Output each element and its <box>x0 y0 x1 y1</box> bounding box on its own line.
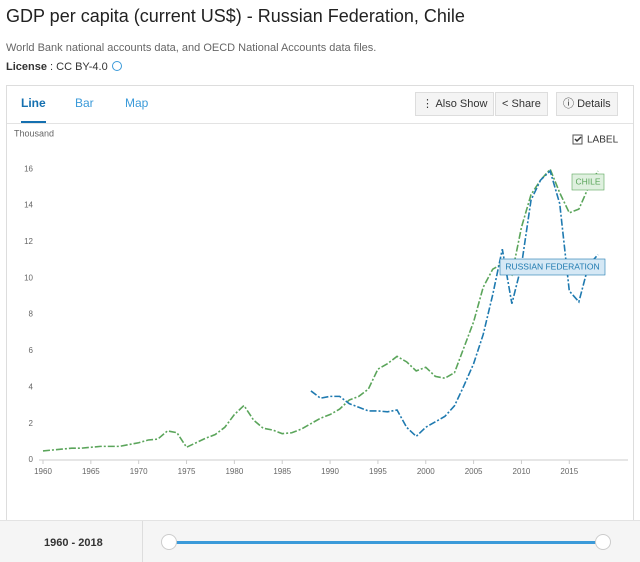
series-label: RUSSIAN FEDERATION <box>505 261 599 271</box>
slider-handle[interactable] <box>595 534 611 550</box>
button-label: Share <box>511 98 541 110</box>
y-tick-label: 8 <box>29 310 34 319</box>
page-title: GDP per capita (current US$) - Russian F… <box>6 6 465 26</box>
tab[interactable]: Map <box>125 96 149 110</box>
tab[interactable]: Bar <box>75 96 94 110</box>
y-tick-label: 14 <box>24 201 33 210</box>
x-tick-label: 1990 <box>321 467 339 476</box>
x-tick-label: 2015 <box>560 467 578 476</box>
button-label: Details <box>577 98 611 110</box>
x-tick-label: 1980 <box>225 467 243 476</box>
tab-bar: Line Bar Map ⋮ Also Show < Share ⓘ Detai… <box>7 86 633 124</box>
y-tick-label: 4 <box>29 382 34 391</box>
series-line <box>42 167 599 452</box>
tab[interactable]: Line <box>21 96 46 123</box>
y-unit: Thousand <box>14 128 54 138</box>
license-value: : CC BY-4.0 <box>50 61 108 73</box>
range-bar: 1960 - 2018 <box>0 520 640 562</box>
check-mark <box>574 136 582 143</box>
y-tick-label: 2 <box>29 419 34 428</box>
x-tick-label: 2010 <box>513 467 531 476</box>
y-tick-label: 10 <box>24 273 33 282</box>
button[interactable]: ⋮ Also Show <box>415 92 495 116</box>
license-label: License <box>6 61 47 73</box>
button[interactable]: < Share <box>495 92 548 116</box>
x-tick-label: 1985 <box>273 467 291 476</box>
button[interactable]: ⓘ Details <box>556 92 618 116</box>
series-line <box>310 169 599 438</box>
y-tick-label: 0 <box>29 455 34 464</box>
slider-handle[interactable] <box>161 534 177 550</box>
series-label-box <box>571 173 605 191</box>
x-tick-label: 1965 <box>82 467 100 476</box>
label-toggle[interactable]: LABEL <box>587 135 619 146</box>
x-tick-label: 2005 <box>465 467 483 476</box>
button-label: Also Show <box>435 98 488 110</box>
y-tick-label: 16 <box>24 164 33 173</box>
y-tick-label: 12 <box>24 237 33 246</box>
license: License : CC BY-4.0 <box>6 61 122 73</box>
y-tick-label: 6 <box>29 346 34 355</box>
x-tick-label: 2000 <box>417 467 435 476</box>
series-label-box <box>499 258 606 276</box>
chart-panel: Line Bar Map ⋮ Also Show < Share ⓘ Detai… <box>6 85 634 562</box>
slider-track <box>168 541 603 544</box>
info-icon[interactable] <box>111 61 122 71</box>
x-tick-label: 1975 <box>178 467 196 476</box>
source-note: World Bank national accounts data, and O… <box>6 42 377 54</box>
chart: Thousand LABEL 0 2 4 6 8 10 12 14 16 1960 1965 1970… <box>14 128 628 476</box>
separator <box>142 521 143 562</box>
series-label: CHILE <box>575 176 600 186</box>
x-tick-label: 1960 <box>34 467 52 476</box>
x-tick-label: 1970 <box>130 467 148 476</box>
range-label: 1960 - 2018 <box>44 537 103 549</box>
x-tick-label: 1995 <box>369 467 387 476</box>
